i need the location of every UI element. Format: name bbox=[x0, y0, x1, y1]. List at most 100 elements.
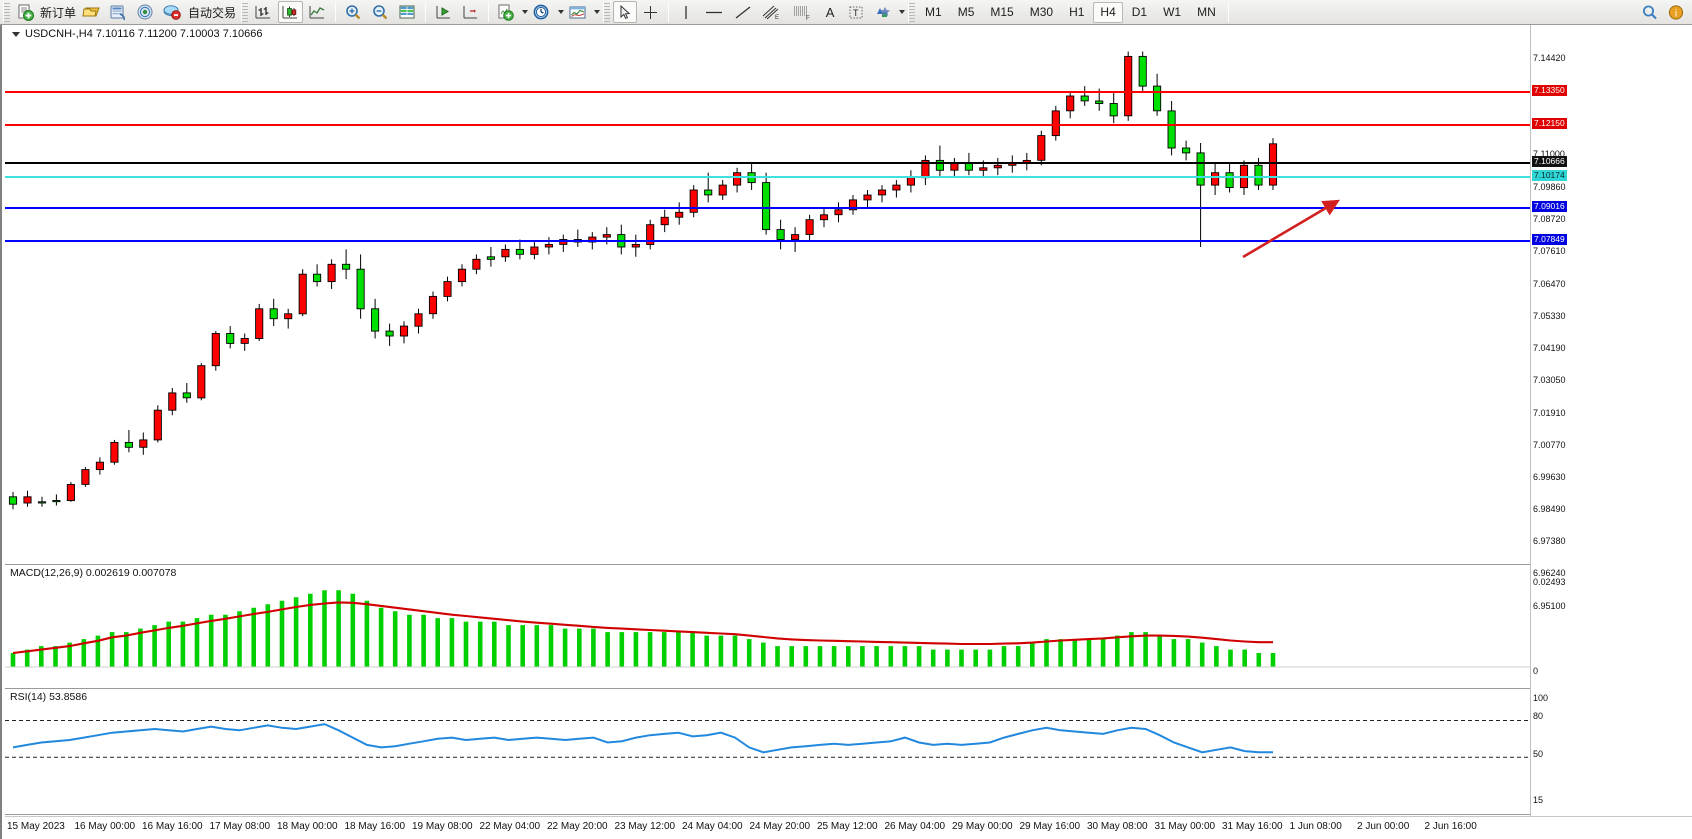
price-badge[interactable]: 7.12150 bbox=[1532, 118, 1567, 129]
price-badge[interactable]: 7.13350 bbox=[1532, 85, 1567, 96]
price-tick: 7.00770 bbox=[1533, 440, 1566, 450]
timeframe-h1[interactable]: H1 bbox=[1069, 5, 1085, 19]
timeframe-m1[interactable]: M1 bbox=[925, 5, 942, 19]
price-tick: 7.08720 bbox=[1533, 214, 1566, 224]
price-badge[interactable]: 7.09016 bbox=[1532, 201, 1567, 212]
bar-chart-icon[interactable] bbox=[251, 1, 276, 23]
folder-icon[interactable] bbox=[79, 1, 104, 23]
time-tick: 31 May 00:00 bbox=[1154, 821, 1216, 832]
text-icon[interactable]: A bbox=[825, 4, 835, 20]
price-tick: 6.96240 bbox=[1533, 568, 1566, 578]
timeframe-m5[interactable]: M5 bbox=[957, 5, 975, 19]
autotrading-icon[interactable] bbox=[160, 1, 185, 23]
time-tick: 2 Jun 16:00 bbox=[1424, 821, 1477, 832]
timeframe-m15[interactable]: M15 bbox=[990, 5, 1014, 19]
data-window-icon[interactable] bbox=[395, 1, 420, 23]
price-tick: 6.98490 bbox=[1533, 504, 1566, 514]
toolbar-grip-1[interactable] bbox=[3, 2, 10, 22]
price-scale[interactable]: 7.14420 7.13350 7.12150 7.11000 7.09860 7.087… bbox=[1530, 25, 1692, 816]
time-tick: 22 May 04:00 bbox=[479, 821, 541, 832]
rsi-tick: 50 bbox=[1533, 749, 1544, 759]
time-tick: 26 May 04:00 bbox=[884, 821, 946, 832]
level-line-resistance-1[interactable] bbox=[5, 91, 1530, 93]
crosshair-icon[interactable] bbox=[639, 1, 663, 23]
new-order-label[interactable]: 新订单 bbox=[40, 5, 77, 20]
svg-text:F: F bbox=[806, 16, 810, 21]
autotrading-label[interactable]: 自动交易 bbox=[188, 5, 237, 20]
timeframe-m30[interactable]: M30 bbox=[1029, 5, 1054, 19]
level-line-current-price[interactable] bbox=[5, 162, 1530, 164]
candlestick-icon[interactable] bbox=[278, 1, 304, 23]
price-badge[interactable]: 7.07849 bbox=[1532, 234, 1567, 245]
period-icon[interactable] bbox=[529, 1, 554, 23]
rsi-series bbox=[5, 720, 1530, 758]
level-line-support-1[interactable] bbox=[5, 207, 1530, 209]
shapes-dropdown-caret[interactable] bbox=[899, 10, 906, 14]
level-line-support-2[interactable] bbox=[5, 240, 1530, 242]
toolbar-grip-3[interactable] bbox=[603, 2, 611, 22]
toolbar-grip-4[interactable] bbox=[908, 2, 916, 22]
rsi-tick: 15 bbox=[1533, 795, 1544, 805]
toolbar-separator-4 bbox=[668, 2, 670, 22]
indicators-icon[interactable] bbox=[494, 1, 518, 23]
hline-icon[interactable] bbox=[700, 1, 728, 23]
fibonacci-icon[interactable]: F bbox=[788, 1, 816, 23]
main-toolbar: 新订单 bbox=[0, 0, 1692, 25]
rsi-label: RSI(14) 53.8586 bbox=[10, 691, 88, 703]
indicators-dropdown-caret[interactable] bbox=[522, 10, 529, 14]
price-tick: 7.14420 bbox=[1533, 53, 1566, 63]
shapes-icon[interactable] bbox=[870, 1, 895, 23]
chart-collapse-icon[interactable] bbox=[12, 32, 20, 37]
help-icon[interactable]: i bbox=[1664, 1, 1688, 23]
price-tick: 7.04190 bbox=[1533, 343, 1566, 353]
price-tick: 7.07610 bbox=[1533, 246, 1566, 256]
bullish-trend-arrow[interactable] bbox=[1235, 195, 1355, 265]
timeframe-h4[interactable]: H4 bbox=[1093, 1, 1123, 23]
macd-tick: 0 bbox=[1533, 666, 1539, 676]
cursor-icon[interactable] bbox=[613, 1, 638, 23]
trendline-icon[interactable] bbox=[730, 1, 756, 23]
timeframe-mn[interactable]: MN bbox=[1197, 5, 1216, 19]
chart-shift-icon[interactable] bbox=[458, 1, 483, 23]
templates-dropdown-caret[interactable] bbox=[594, 10, 601, 14]
time-tick: 1 Jun 08:00 bbox=[1289, 821, 1342, 832]
toolbar-separator-1 bbox=[335, 2, 337, 22]
price-badge[interactable]: 7.10174 bbox=[1532, 170, 1567, 181]
price-tick: 7.09860 bbox=[1533, 182, 1566, 192]
market-watch-icon[interactable] bbox=[133, 1, 158, 23]
timeframe-w1[interactable]: W1 bbox=[1163, 5, 1182, 19]
timeframe-d1[interactable]: D1 bbox=[1131, 5, 1148, 19]
price-tick: 7.05330 bbox=[1533, 311, 1566, 321]
line-chart-icon[interactable] bbox=[305, 1, 330, 23]
price-tick: 7.11000 bbox=[1533, 149, 1565, 159]
time-tick: 25 May 12:00 bbox=[817, 821, 878, 832]
time-tick: 18 May 16:00 bbox=[344, 821, 406, 832]
level-line-cyan[interactable] bbox=[5, 176, 1530, 178]
new-order-icon[interactable] bbox=[13, 1, 37, 23]
chart-container: USDCNH-,H4 7.10116 7.11200 7.10003 7.106… bbox=[0, 25, 1692, 839]
scroll-end-icon[interactable] bbox=[431, 1, 456, 23]
price-pane[interactable]: USDCNH-,H4 7.10116 7.11200 7.10003 7.106… bbox=[5, 25, 1530, 565]
text-label-icon[interactable]: T bbox=[844, 1, 868, 23]
zoom-out-icon[interactable] bbox=[368, 1, 393, 23]
rsi-tick: 80 bbox=[1533, 711, 1544, 721]
toolbar-separator-2 bbox=[425, 2, 427, 22]
profiles-icon[interactable] bbox=[106, 1, 131, 23]
time-tick: 17 May 08:00 bbox=[209, 821, 271, 832]
search-icon[interactable] bbox=[1638, 1, 1662, 23]
price-tick: 6.97380 bbox=[1533, 536, 1566, 546]
zoom-in-icon[interactable] bbox=[341, 1, 366, 23]
macd-tick: 0.02493 bbox=[1533, 577, 1566, 587]
level-line-resistance-2[interactable] bbox=[5, 124, 1530, 126]
rsi-pane[interactable]: RSI(14) 53.8586 bbox=[5, 690, 1530, 815]
toolbar-grip-2[interactable] bbox=[241, 2, 249, 22]
toolbar-separator-5 bbox=[1227, 2, 1229, 22]
time-tick: 2 Jun 00:00 bbox=[1357, 821, 1410, 832]
equidistant-channel-icon[interactable]: E bbox=[758, 1, 786, 23]
templates-icon[interactable] bbox=[565, 1, 590, 23]
price-badge[interactable]: 7.10666 bbox=[1532, 156, 1567, 167]
price-tick: 7.01910 bbox=[1533, 408, 1566, 418]
vline-icon[interactable] bbox=[674, 1, 698, 23]
period-dropdown-caret[interactable] bbox=[558, 10, 565, 14]
macd-pane[interactable]: MACD(12,26,9) 0.002619 0.007078 bbox=[5, 566, 1530, 689]
